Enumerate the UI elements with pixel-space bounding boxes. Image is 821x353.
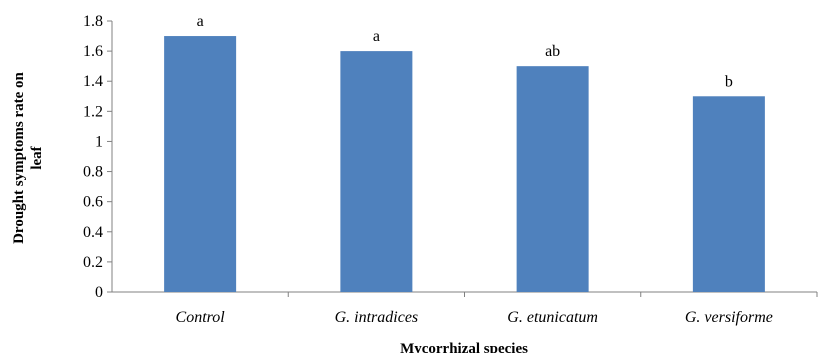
category-label: Control <box>176 309 226 326</box>
y-axis-title-line-1: Drought symptoms rate on <box>11 71 27 243</box>
category-label: G. versiforme <box>685 309 773 326</box>
y-tick-label: 1.8 <box>83 13 103 30</box>
category-label: G. etunicatum <box>507 309 598 326</box>
x-axis-title: Mycorrhizal species <box>400 341 528 353</box>
y-tick-label: 1.6 <box>83 43 103 60</box>
bar <box>692 96 765 293</box>
y-tick-label: 0.2 <box>83 254 103 271</box>
y-tick-label: 1.4 <box>83 73 103 90</box>
y-axis-title: Drought symptoms rate on leaf <box>11 71 45 243</box>
y-axis-ticks: 0 0.2 0.4 0.6 0.8 1 1.2 1.4 1.6 1.8 <box>83 13 112 301</box>
x-axis-ticks <box>287 292 818 297</box>
significance-letter: ab <box>545 43 560 60</box>
category-labels: Control G. intradices G. etunicatum G. vers… <box>176 309 773 326</box>
y-tick-label: 0.8 <box>83 164 103 181</box>
significance-letter: b <box>725 73 733 90</box>
significance-letter: a <box>373 28 380 45</box>
y-axis-title-line-2: leaf <box>29 145 45 169</box>
y-tick-label: 1.2 <box>83 103 103 120</box>
y-tick-label: 0.6 <box>83 194 103 211</box>
bars <box>164 36 765 293</box>
significance-letters: a a ab b <box>197 13 733 90</box>
y-tick-label: 0.4 <box>83 224 103 241</box>
y-tick-label: 0 <box>95 284 103 301</box>
bar <box>164 36 237 292</box>
significance-letter: a <box>197 13 204 30</box>
bar <box>340 51 413 292</box>
y-tick-label: 1 <box>95 133 103 150</box>
bar <box>516 66 589 293</box>
category-label: G. intradices <box>335 309 419 326</box>
